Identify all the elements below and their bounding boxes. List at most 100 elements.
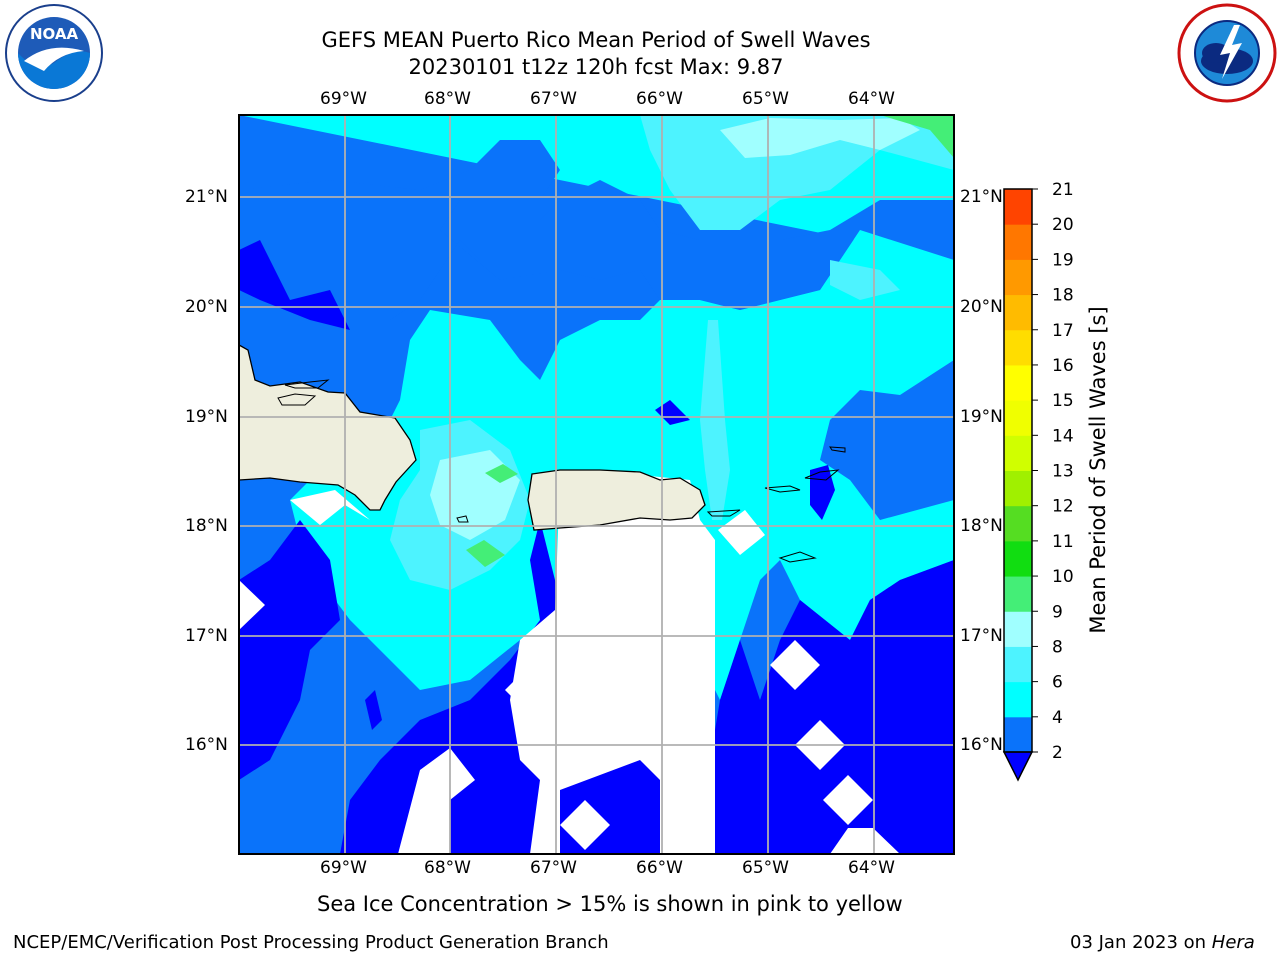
lon-label-top-65w: 65°W [742,89,789,109]
swell-region-4-6-north [239,140,954,320]
footer-credit: NCEP/EMC/Verification Post Processing Pr… [13,932,609,953]
swell-region-10-11-b [466,540,505,567]
island-caicos [277,393,317,406]
map-field [239,115,954,854]
swell-region-2-4-patch [655,400,690,425]
swell-region-9-10-north [720,118,920,158]
lat-label-left-20n: 20°N [185,297,228,317]
colorbar-band [1004,435,1032,471]
lat-label-right-21n: 21°N [960,187,1003,207]
colorbar-band [1004,364,1032,401]
colorbar-tick-label: 15 [1052,391,1074,411]
colorbar-tick-label: 16 [1052,356,1074,376]
island-mona [456,515,469,523]
swell-region-jet [700,320,730,520]
graticule [239,115,954,854]
colorbar-tick-label: 21 [1052,180,1074,200]
lat-label-right-17n: 17°N [960,626,1003,646]
noaa-logo: NOAA [5,4,103,102]
lat-label-left-18n: 18°N [185,516,228,536]
chart-title: GEFS MEAN Puerto Rico Mean Period of Swe… [321,28,871,52]
lat-label-right-18n: 18°N [960,516,1003,536]
colorbar-band [1004,681,1032,718]
nodata-region-diamond-d [823,775,873,825]
colorbar-band [1004,646,1032,683]
colorbar-tick-label: 6 [1052,673,1063,693]
island-vieques [706,509,741,517]
colorbar-tick-label: 9 [1052,602,1063,622]
lat-label-left-16n: 16°N [185,735,228,755]
colorbar-tick-label: 11 [1052,532,1074,552]
map-frame [238,114,955,855]
nodata-region-south-east [830,828,900,854]
nodata-region-south-mid [560,800,610,850]
colorbar-tick-label: 19 [1052,250,1074,270]
nodata-region-south [510,470,715,854]
noaa-text: NOAA [30,25,79,43]
colorbar: 2 4 6 8 9 10 11 12 13 14 15 16 17 18 19 20 21 [1002,180,1074,782]
hispaniola-land [239,344,417,511]
island-anegada [829,446,846,453]
island-bvi [804,469,840,481]
lat-label-left-19n: 19°N [185,407,228,427]
colorbar-tick-label: 20 [1052,215,1074,235]
lon-label-bottom-69w: 69°W [320,858,367,878]
swell-region-10-11-a [485,464,518,483]
puerto-rico-land [527,469,706,531]
colorbar-band [1004,329,1032,366]
colorbar-tick-label: 13 [1052,462,1074,482]
lon-label-top-66w: 66°W [636,89,683,109]
colorbar-tick-label: 4 [1052,708,1063,728]
lat-label-right-16n: 16°N [960,735,1003,755]
lon-label-bottom-65w: 65°W [742,858,789,878]
island-stcroix [778,551,817,563]
lon-label-bottom-66w: 66°W [636,858,683,878]
footer-machine: Hera [1211,932,1255,953]
lat-label-right-19n: 19°N [960,407,1003,427]
nws-logo [1177,3,1277,103]
footer-date: 03 Jan 2023 on Hera [1070,932,1255,954]
island-turks [284,379,330,389]
colorbar-band [1004,470,1032,507]
colorbar-band [1004,540,1032,577]
colorbar-band [1004,505,1032,542]
nodata-region-diamond-a [505,665,555,715]
colorbar-band [1004,189,1032,225]
lon-label-top-67w: 67°W [530,89,577,109]
sea-ice-note: Sea Ice Concentration > 15% is shown in … [317,892,903,916]
colorbar-tick-label: 10 [1052,567,1074,587]
colorbar-tick-label: 8 [1052,637,1063,657]
colorbar-tick-label: 18 [1052,286,1074,306]
colorbar-band [1004,294,1032,331]
swell-region-8-9-east [830,260,900,300]
lon-label-top-69w: 69°W [320,89,367,109]
nodata-region-diamond-e [718,510,765,555]
lat-label-left-21n: 21°N [185,187,228,207]
colorbar-label: Mean Period of Swell Waves [s] [1086,306,1110,634]
chart-subtitle: 20230101 t12z 120h fcst Max: 9.87 [408,55,784,79]
colorbar-under-triangle [1002,751,1034,782]
colorbar-tick-label: 17 [1052,321,1074,341]
colorbar-band [1004,224,1032,260]
swell-region-2-4-patch2 [365,690,382,730]
lon-label-bottom-67w: 67°W [530,858,577,878]
colorbar-band [1004,611,1032,647]
nodata-region-south-west [398,748,475,854]
swell-region-10-11-ne [880,115,954,158]
lon-label-top-64w: 64°W [848,89,895,109]
colorbar-band [1004,716,1032,753]
colorbar-band [1004,576,1032,612]
colorbar-tick-label: 12 [1052,497,1074,517]
lat-label-right-20n: 20°N [960,297,1003,317]
lon-label-bottom-68w: 68°W [424,858,471,878]
footer-date-text: 03 Jan 2023 on [1070,932,1212,953]
island-virgin [764,485,801,493]
nodata-region-north-south-hispaniola [290,490,370,525]
colorbar-tick-label: 2 [1052,743,1063,763]
lat-label-left-17n: 17°N [185,626,228,646]
colorbar-tick-label: 14 [1052,426,1074,446]
nodata-region-diamond-b [770,640,820,690]
nodata-region-sw-diamond [239,580,265,630]
colorbar-band [1004,400,1032,436]
